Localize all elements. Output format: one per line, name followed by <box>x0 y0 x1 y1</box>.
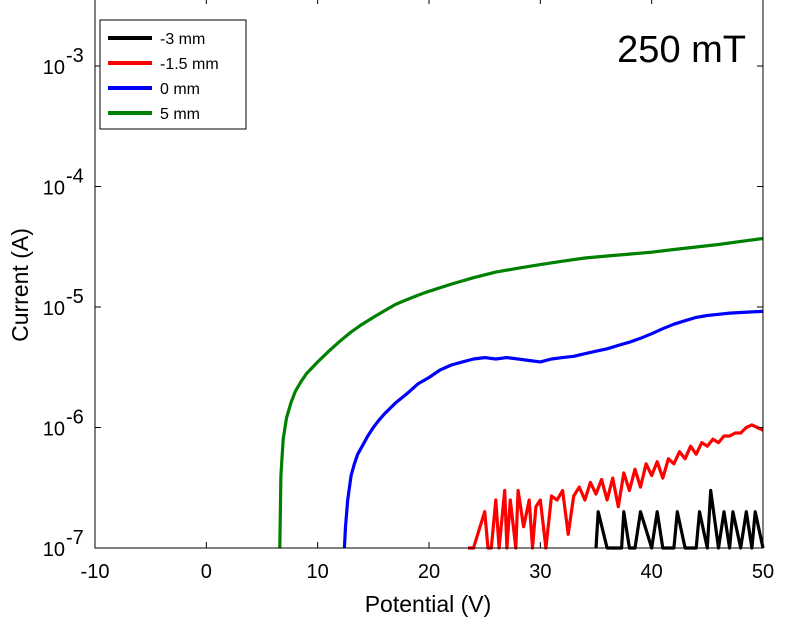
y-tick-exponent: -6 <box>66 407 84 429</box>
y-tick-exponent: -5 <box>66 286 84 308</box>
legend-label-1: -1.5 mm <box>160 56 219 73</box>
x-tick-label: 10 <box>307 561 329 583</box>
x-tick-label: 30 <box>529 561 551 583</box>
legend-label-3: 5 mm <box>160 106 200 123</box>
x-tick-label: 20 <box>418 561 440 583</box>
y-tick-label: 10 <box>43 57 65 79</box>
x-tick-label: 0 <box>201 561 212 583</box>
y-tick-label: 10 <box>43 298 65 320</box>
series-line-2 <box>342 309 764 549</box>
series-line-3 <box>278 236 764 549</box>
y-tick-exponent: -7 <box>66 527 84 549</box>
x-tick-label: 50 <box>752 561 774 583</box>
series-layer <box>278 236 765 550</box>
legend-label-0: -3 mm <box>160 31 205 48</box>
field-annotation: 250 mT <box>617 29 746 71</box>
y-tick-exponent: -4 <box>66 166 84 188</box>
x-axis-title: Potential (V) <box>365 591 492 617</box>
y-tick-label: 10 <box>43 539 65 561</box>
y-tick-exponent: -3 <box>66 45 84 67</box>
y-tick-label: 10 <box>43 419 65 441</box>
y-tick-label: 10 <box>43 178 65 200</box>
x-tick-label: 40 <box>641 561 663 583</box>
x-tick-label: -10 <box>81 561 110 583</box>
y-axis-title: Current (A) <box>7 228 33 342</box>
series-line-1 <box>468 423 764 550</box>
legend-label-2: 0 mm <box>160 81 200 98</box>
legend: -3 mm -1.5 mm 0 mm 5 mm <box>99 19 247 130</box>
legend-items: -3 mm -1.5 mm 0 mm 5 mm <box>108 31 219 123</box>
